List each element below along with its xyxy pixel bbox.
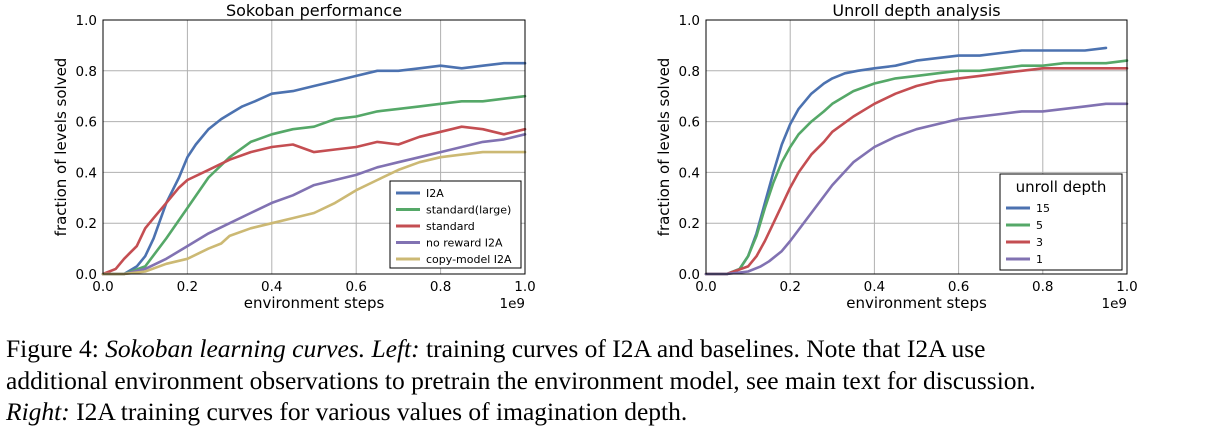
series-line [101, 94, 527, 276]
plot-frame [102, 19, 526, 275]
chart-title: Unroll depth analysis [832, 1, 1000, 20]
legend-title: unroll depth [1016, 178, 1107, 196]
caption-text-right: I2A training curves for various values o… [69, 397, 688, 426]
series-line [704, 102, 1129, 276]
legend-box [999, 173, 1123, 271]
series-line [101, 61, 527, 276]
chart-unroll-depth-analysis: 0.0 0.2 0.4 0.6 0.8 1.0 0.0 0.2 0.4 0.6 0.8 1.0 Unro… [655, 1, 1138, 312]
y-tick-label: 0.0 [679, 267, 700, 283]
x-tick-label: 0.8 [1032, 279, 1053, 295]
series-line [101, 125, 527, 276]
caption-text-left: training curves of I2A and baselines. No… [419, 334, 986, 363]
y-tick-label: 1.0 [76, 13, 97, 29]
x-axis-label: environment steps [244, 294, 385, 312]
legend-label: standard(large) [426, 204, 511, 217]
series-line [704, 59, 1129, 276]
x-tick-label: 0.6 [345, 279, 366, 295]
x-tick-label: 0.0 [695, 279, 716, 295]
legend-label: I2A [426, 187, 444, 200]
caption-line-3: Right: I2A training curves for various v… [6, 396, 1216, 428]
caption-italic-left: Sokoban learning curves. Left: [105, 334, 420, 363]
y-tick-label: 0.2 [76, 216, 97, 232]
x-tick-label: 0.2 [177, 279, 198, 295]
caption-figure-label: Figure 4: [6, 334, 106, 363]
legend-label: 3 [1036, 236, 1043, 249]
y-tick-label: 0.6 [76, 115, 97, 131]
series-line [101, 133, 527, 276]
series-line [101, 150, 527, 276]
x-tick-label: 0.2 [779, 279, 800, 295]
legend-label: 1 [1036, 253, 1043, 266]
y-tick-label: 0.8 [679, 64, 700, 80]
x-tick-label: 0.4 [864, 279, 885, 295]
x-tick-label: 0.6 [948, 279, 969, 295]
chart-title: Sokoban performance [226, 1, 402, 20]
x-axis-multiplier: 1e9 [1102, 296, 1127, 312]
series-line [704, 67, 1129, 276]
x-tick-label: 0.4 [261, 279, 282, 295]
y-tick-label: 0.0 [76, 267, 97, 283]
x-tick-label: 1.0 [1116, 279, 1137, 295]
y-tick-label: 0.2 [679, 216, 700, 232]
legend-label: no reward I2A [426, 237, 503, 250]
figure-caption: Figure 4: Sokoban learning curves. Left:… [6, 333, 1216, 428]
legend-label: copy-model I2A [426, 253, 512, 266]
y-tick-label: 1.0 [679, 13, 700, 29]
legend-label: standard [426, 220, 475, 233]
caption-line-1: Figure 4: Sokoban learning curves. Left:… [6, 333, 1216, 365]
y-tick-label: 0.4 [76, 165, 97, 181]
caption-italic-right: Right: [6, 397, 70, 426]
y-axis-label: fraction of levels solved [52, 58, 70, 237]
caption-line-2: additional environment observations to p… [6, 365, 1036, 395]
legend-label: 5 [1036, 219, 1043, 232]
x-axis-label: environment steps [846, 294, 987, 312]
plot-frame [705, 19, 1128, 275]
x-tick-label: 0.0 [92, 279, 113, 295]
y-axis-label: fraction of levels solved [655, 58, 673, 237]
y-tick-label: 0.4 [679, 165, 700, 181]
legend-label: 15 [1036, 202, 1050, 215]
y-tick-label: 0.8 [76, 64, 97, 80]
y-tick-label: 0.6 [679, 115, 700, 131]
x-axis-multiplier: 1e9 [500, 296, 525, 312]
figure-area: 0.0 0.2 0.4 0.6 0.8 1.0 0.0 0.2 0.4 0.6 0.8 1.0 Soko… [52, 1, 1138, 312]
chart-sokoban-performance: 0.0 0.2 0.4 0.6 0.8 1.0 0.0 0.2 0.4 0.6 0.8 1.0 Soko… [52, 1, 536, 312]
x-tick-label: 1.0 [514, 279, 535, 295]
x-tick-label: 0.8 [430, 279, 451, 295]
